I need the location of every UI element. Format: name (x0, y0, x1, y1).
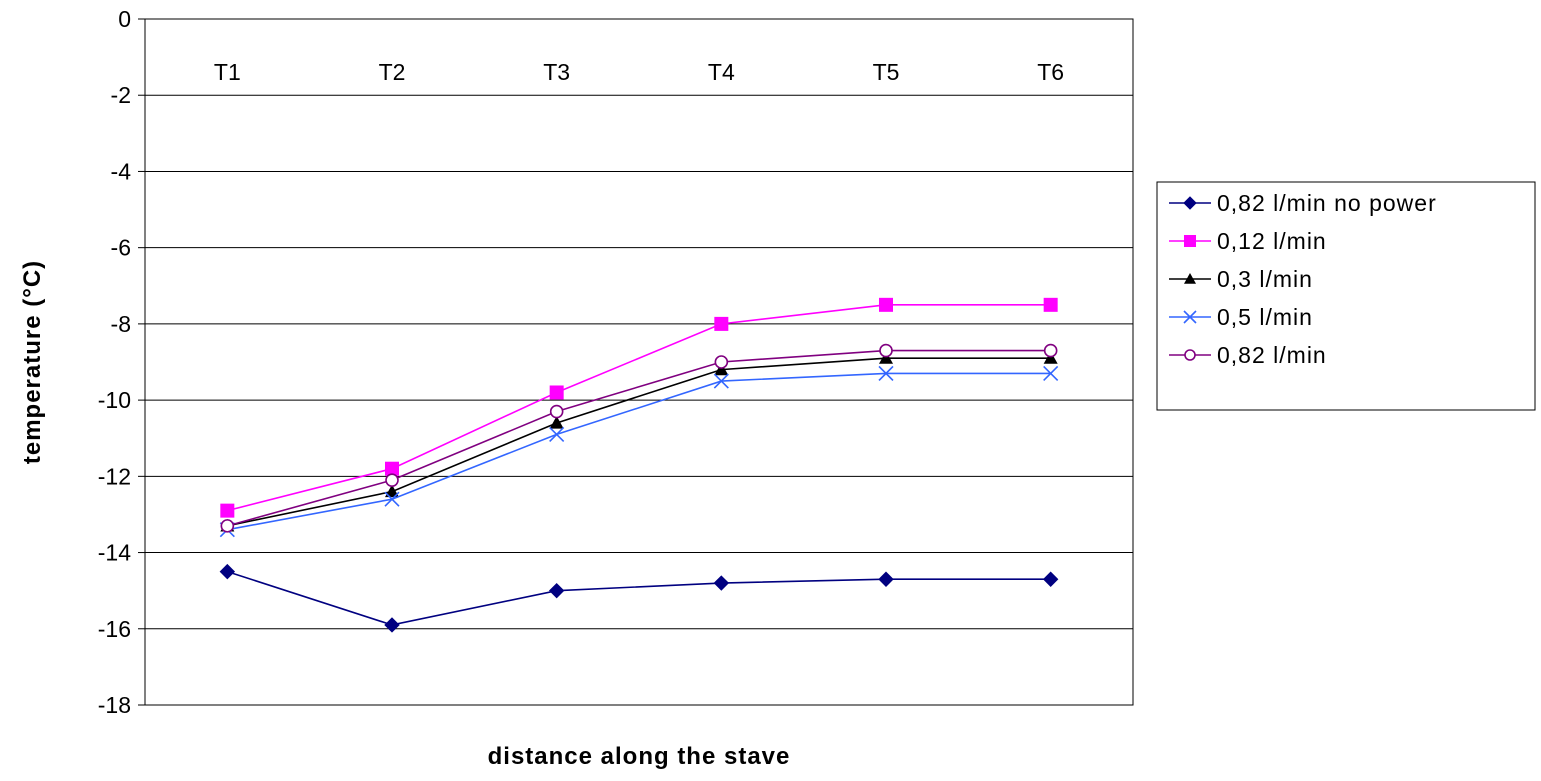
square-marker (714, 316, 729, 331)
series-line (227, 357, 1051, 527)
x-marker (878, 365, 894, 381)
diamond-marker (713, 575, 730, 591)
series-1 (220, 297, 1058, 518)
y-axis-title: temperature (°C) (19, 260, 46, 464)
y-tick-label: 0 (118, 6, 131, 32)
legend-label: 0,3 l/min (1217, 266, 1313, 292)
x-category-label: T6 (1037, 59, 1064, 85)
circle-marker (385, 473, 399, 487)
legend-item: 0,82 l/min (1169, 342, 1327, 368)
y-tick-label: -12 (98, 463, 131, 489)
square-marker (1184, 235, 1196, 247)
plot-area-frame (144, 18, 1134, 706)
diamond-marker (219, 563, 236, 580)
series-line (227, 372, 1051, 531)
y-tick-label: -8 (111, 311, 131, 337)
legend-item: 0,5 l/min (1169, 304, 1313, 330)
y-tick-label: -10 (98, 387, 131, 413)
diamond-marker (878, 571, 894, 587)
diamond-marker (384, 617, 400, 633)
series-line (227, 570, 1051, 626)
x-marker (384, 491, 400, 507)
diamond-marker (1042, 571, 1059, 587)
series-0 (219, 563, 1059, 633)
y-axis-ticks: 0 -2 -4 -6 -8 -10 -12 -14 -16 -18 (98, 6, 145, 718)
triangle-marker (714, 362, 729, 376)
y-tick-label: -18 (98, 692, 131, 718)
series-lines (219, 297, 1059, 633)
series-line (227, 304, 1051, 512)
series-4 (220, 343, 1058, 533)
y-tick-label: -14 (98, 540, 131, 566)
x-axis-title: distance along the stave (488, 743, 791, 770)
legend-label: 0,82 l/min no power (1217, 190, 1437, 216)
square-marker (549, 385, 564, 400)
x-marker (713, 373, 729, 389)
diamond-marker (548, 582, 565, 599)
triangle-marker (879, 351, 893, 364)
x-axis-categories: T1 T2 T3 T4 T5 T6 (214, 59, 1064, 85)
triangle-marker (385, 484, 399, 498)
legend: 0,82 l/min no power 0,12 l/min 0,3 l/min 0,… (1156, 181, 1536, 411)
y-tick-label: -2 (111, 82, 131, 108)
legend-item: 0,12 l/min (1169, 228, 1327, 254)
x-category-label: T3 (543, 59, 570, 85)
x-category-label: T4 (708, 59, 735, 85)
square-marker (220, 503, 235, 518)
circle-marker (1184, 349, 1196, 361)
legend-item: 0,3 l/min (1169, 266, 1313, 292)
gridlines (145, 18, 1133, 706)
diamond-marker (1183, 196, 1197, 210)
triangle-marker (549, 415, 564, 429)
y-tick-label: -6 (111, 235, 131, 261)
series-3 (219, 365, 1059, 538)
y-tick-label: -4 (111, 158, 132, 184)
legend-label: 0,12 l/min (1217, 228, 1327, 254)
circle-marker (714, 355, 729, 369)
triangle-marker (1043, 351, 1058, 364)
x-category-label: T5 (873, 59, 900, 85)
x-marker (1043, 365, 1059, 381)
square-marker (879, 297, 893, 312)
series-line (227, 349, 1051, 527)
circle-marker (1043, 343, 1058, 358)
legend-label: 0,82 l/min (1217, 342, 1327, 368)
square-marker (385, 461, 399, 476)
x-category-label: T2 (379, 59, 406, 85)
square-marker (1043, 297, 1058, 312)
x-category-label: T1 (214, 59, 241, 85)
legend-item: 0,82 l/min no power (1169, 190, 1437, 216)
triangle-marker (1184, 273, 1196, 284)
y-tick-label: -16 (98, 616, 131, 642)
series-2 (220, 351, 1058, 532)
circle-marker (879, 343, 893, 358)
circle-marker (220, 519, 235, 533)
legend-box (1156, 181, 1536, 411)
x-marker (1183, 310, 1197, 324)
x-marker (549, 426, 565, 442)
legend-label: 0,5 l/min (1217, 304, 1313, 330)
circle-marker (549, 404, 564, 419)
